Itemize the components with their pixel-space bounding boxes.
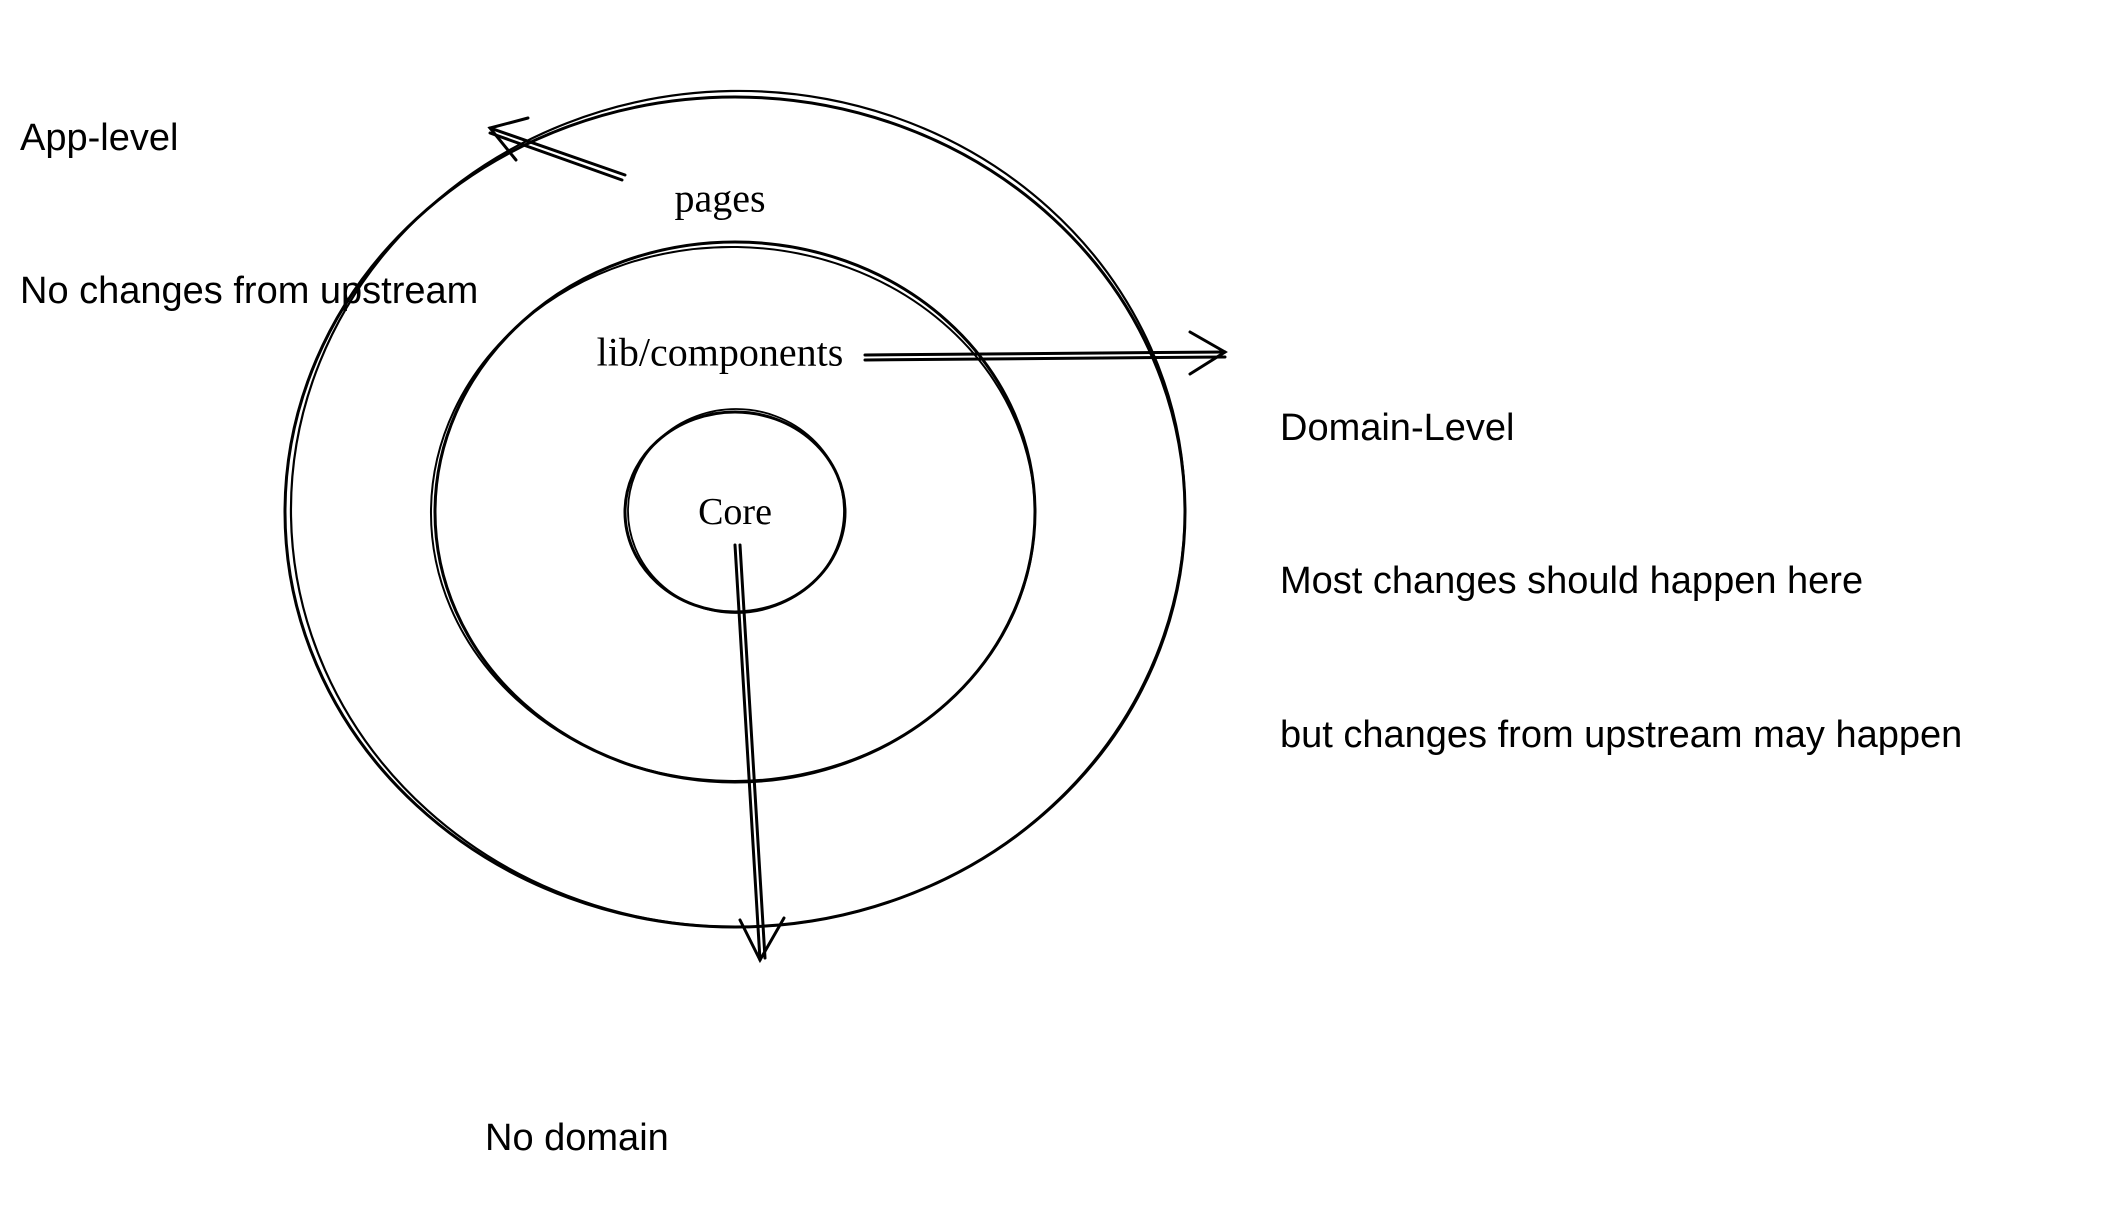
inner-ring-label: Core: [698, 490, 772, 534]
annotation-top-left-line2: No changes from upstream: [20, 266, 478, 317]
annotation-bottom-line1: No domain: [485, 1113, 1131, 1164]
annotation-top-left: App-level No changes from upstream: [20, 10, 478, 420]
annotation-right: Domain-Level Most changes should happen …: [1280, 300, 1962, 864]
arrow-to-right: [865, 332, 1225, 374]
annotation-right-line2: Most changes should happen here: [1280, 556, 1962, 607]
annotation-bottom: No domain More subject to changes from u…: [485, 1010, 1131, 1221]
annotation-right-line3: but changes from upstream may happen: [1280, 710, 1962, 761]
arrow-to-bottom: [735, 545, 784, 960]
diagram-canvas: pages lib/components Core App-level No c…: [0, 0, 2103, 1221]
annotation-top-left-line1: App-level: [20, 113, 478, 164]
middle-ring-label: lib/components: [597, 329, 844, 376]
outer-ring-label: pages: [674, 175, 765, 222]
annotation-right-line1: Domain-Level: [1280, 403, 1962, 454]
